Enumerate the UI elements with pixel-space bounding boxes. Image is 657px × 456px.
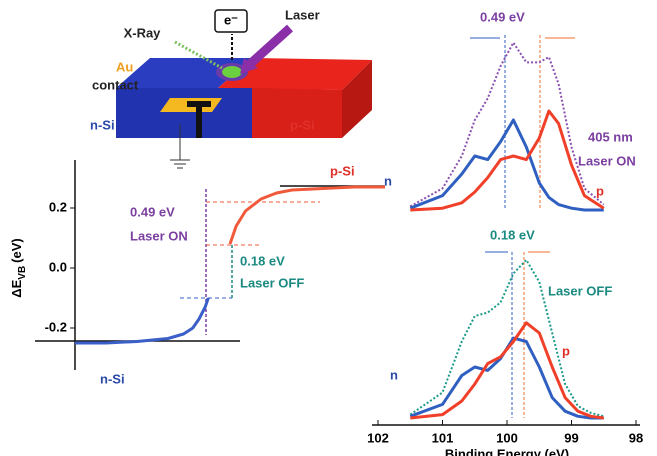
band-annotations <box>35 186 385 341</box>
annotation: p <box>562 343 570 358</box>
series-line <box>410 111 604 210</box>
p-si-label: p-Si <box>290 117 315 132</box>
series-line <box>230 187 385 244</box>
xray-label: X-Ray <box>124 25 162 40</box>
annotation: 0.18 eV <box>240 253 285 268</box>
laser-label: Laser <box>285 7 320 22</box>
y-label-part: VB <box>17 266 28 280</box>
x-tick-label: 102 <box>367 430 389 445</box>
lead <box>196 104 202 138</box>
series-line <box>410 323 604 418</box>
annotation: p-Si <box>330 163 355 178</box>
au-label: Au <box>116 59 133 74</box>
annotation: Laser ON <box>130 228 188 243</box>
figure: e⁻ X-Ray Laser Au contact n-Si p-Si 0.2 0… <box>0 0 657 456</box>
spot <box>222 66 242 78</box>
contact-label: contact <box>92 77 139 92</box>
y-axis-label: ΔEVB (eV) <box>9 238 27 297</box>
y-label-part: (eV) <box>9 238 24 263</box>
y-tick-label: 0.0 <box>49 259 67 274</box>
n-si-label: n-Si <box>90 117 115 132</box>
x-tick-label: 101 <box>432 430 454 445</box>
series-line <box>410 43 604 207</box>
series-line <box>410 120 604 210</box>
annotation: Laser OFF <box>240 275 304 290</box>
annotation: Laser ON <box>578 153 636 168</box>
annotation: 0.18 eV <box>490 227 535 242</box>
n-si-front <box>116 88 252 138</box>
series-line <box>75 298 208 343</box>
annotation: 0.49 eV <box>480 9 525 24</box>
annotation: Laser OFF <box>548 283 612 298</box>
annotation: n <box>384 173 392 188</box>
annotation: 405 nm <box>588 129 633 144</box>
y-tick-label: 0.2 <box>49 199 67 214</box>
annotation: n-Si <box>100 371 125 386</box>
annotation: 0.49 eV <box>130 204 175 219</box>
x-axis-label: Binding Energy (eV) <box>445 446 569 456</box>
y-label-part: ΔE <box>9 279 24 297</box>
x-tick-label: 98 <box>629 430 643 445</box>
annotation: p <box>596 183 604 198</box>
y-tick-label: -0.2 <box>45 319 67 334</box>
electron: e⁻ <box>224 12 238 27</box>
annotation: n <box>390 367 398 382</box>
schematic: e⁻ X-Ray Laser Au contact n-Si p-Si <box>90 7 372 168</box>
x-tick-label: 99 <box>564 430 578 445</box>
x-tick-label: 100 <box>496 430 518 445</box>
